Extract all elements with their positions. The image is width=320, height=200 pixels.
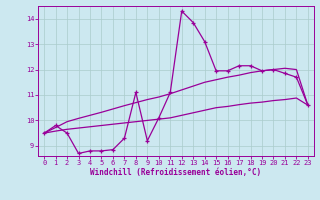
X-axis label: Windchill (Refroidissement éolien,°C): Windchill (Refroidissement éolien,°C) [91,168,261,177]
